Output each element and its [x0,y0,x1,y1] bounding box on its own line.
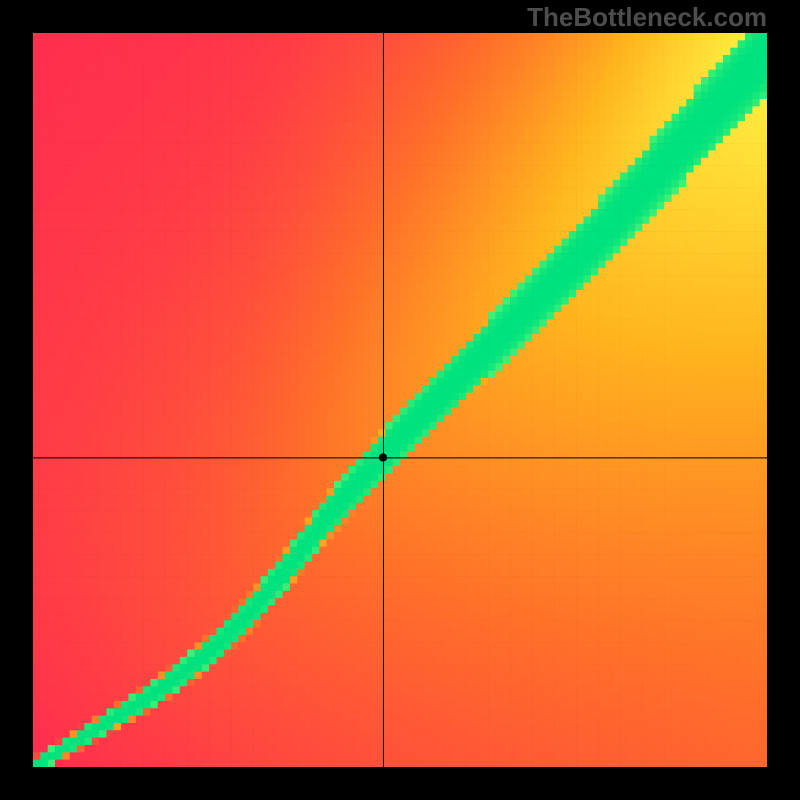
watermark-text: TheBottleneck.com [527,2,767,33]
chart-container: { "chart": { "type": "heatmap", "source_… [0,0,800,800]
bottleneck-heatmap [33,33,767,767]
